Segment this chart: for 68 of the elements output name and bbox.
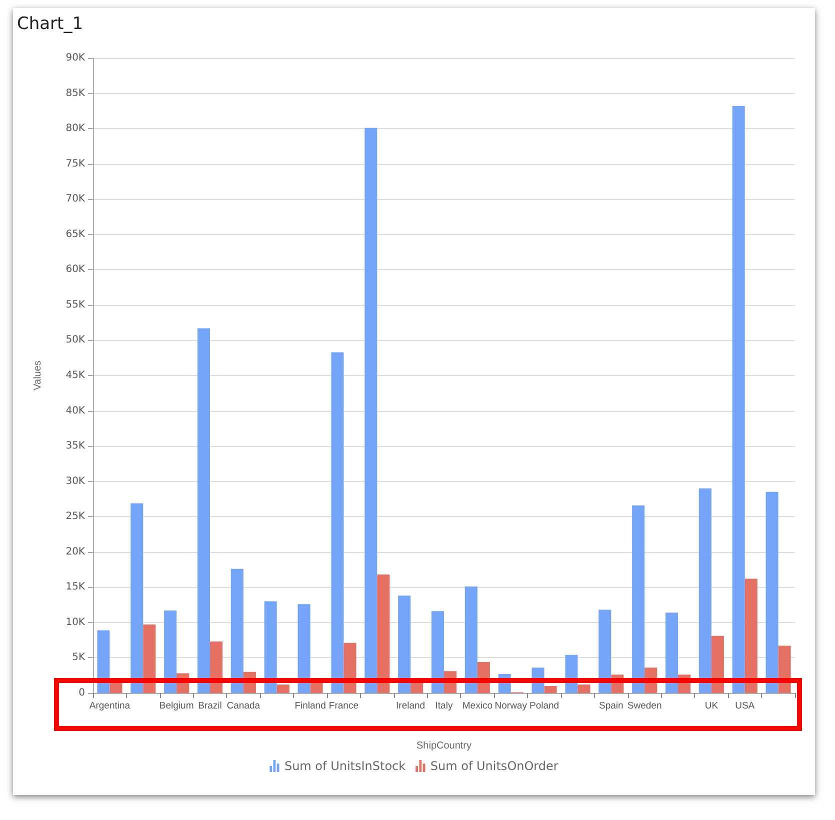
chart-title: Chart_1 [17,14,84,34]
bar [578,684,590,693]
bar [310,682,323,693]
bar [464,586,478,693]
bar [744,578,758,693]
y-tick-label: 10K [66,616,86,628]
x-tick-label: Norway [494,700,528,712]
bar [698,488,712,693]
y-tick-label: 35K [66,440,86,452]
bar [410,682,424,693]
bar [377,574,390,693]
y-tick-label: 40K [66,405,86,416]
x-tick-label: Sweden [627,700,662,712]
y-tick-label: 30K [66,476,86,487]
y-tick-label: 0 [78,688,85,698]
bar [364,128,378,693]
bar [110,682,122,693]
y-tick-label: 45K [66,370,86,381]
x-tick-label: Canada [226,700,261,712]
y-tick-label: 20K [66,546,86,558]
bar [264,601,277,693]
y-tick-label: 90K [66,52,86,64]
y-axis-title: Values [32,360,44,390]
bar [130,503,144,693]
bar [431,611,444,693]
bar [230,568,244,693]
x-tick-label: Mexico [462,700,492,712]
y-tick-label: 70K [66,194,86,205]
x-tick-label: France [328,700,359,712]
bar [344,642,356,693]
bar [665,612,678,693]
x-tick-label: Spain [598,700,624,712]
y-tick-label: 50K [66,334,86,346]
bar [97,630,110,693]
y-tick-label: 55K [66,299,86,310]
x-tick-label: Brazil [198,700,222,712]
bar [143,624,156,693]
x-tick-label: Argentina [89,700,131,712]
bar [331,352,344,693]
legend-label: Sum of UnitsOnOrder [430,759,558,773]
bar [544,686,557,693]
x-tick-label: Finland [294,700,326,712]
y-tick-label: 75K [66,158,86,170]
x-tick-label: Belgium [159,700,194,712]
x-tick-label: Poland [529,700,560,712]
x-axis-title: ShipCountry [416,740,472,752]
y-tick-label: 85K [66,88,86,99]
legend-label: Sum of UnitsInStock [284,759,406,773]
y-tick-label: 25K [66,511,86,522]
bar [598,610,612,693]
bar [711,636,724,693]
y-tick-label: 80K [66,123,86,134]
bar [766,492,778,693]
x-tick-label: UK [704,700,719,712]
bar [164,610,177,693]
bar [398,596,411,693]
bar [732,106,745,693]
y-tick-label: 15K [66,582,86,593]
bar [632,505,645,693]
x-tick-label: Ireland [396,700,426,712]
x-tick-label: USA [735,700,756,712]
y-tick-label: 65K [66,228,86,240]
x-tick-label: Italy [435,700,453,712]
bar [276,684,290,693]
y-tick-label: 5K [72,652,86,664]
bar [298,604,310,693]
bar [197,328,210,693]
y-tick-label: 60K [66,264,86,276]
